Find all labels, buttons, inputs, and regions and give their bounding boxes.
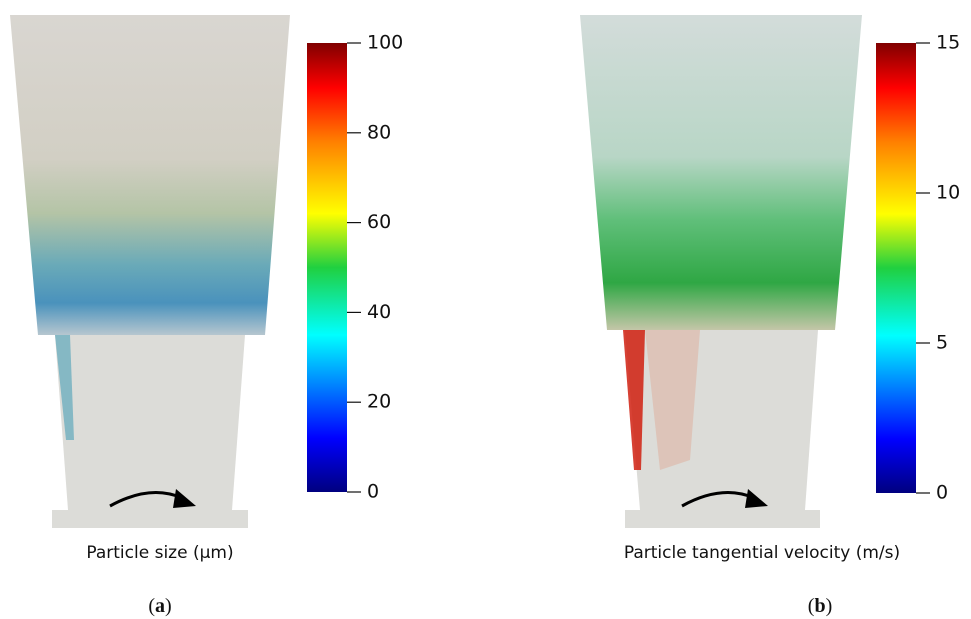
panel-label-part: ) xyxy=(826,595,833,617)
panel-label-part: b xyxy=(814,595,825,617)
colorbar-tick-label: 20 xyxy=(367,391,391,413)
panel-b-geometry xyxy=(580,15,862,528)
caption: Particle size (μm) xyxy=(86,543,233,563)
caption: Particle tangential velocity (m/s) xyxy=(624,543,900,563)
colorbar-tick-label: 10 xyxy=(936,182,960,204)
colorbar xyxy=(876,43,916,493)
colorbar-tick-label: 15 xyxy=(936,32,960,54)
panel-label-part: ( xyxy=(808,595,815,617)
colorbar-tick-label: 60 xyxy=(367,211,391,233)
panel-label-part: ) xyxy=(165,595,172,617)
panel-label-part: a xyxy=(155,595,165,617)
panel-label: (a) xyxy=(148,595,171,617)
colorbar-tick-label: 5 xyxy=(936,332,948,354)
colorbar-tick-label: 100 xyxy=(367,32,403,54)
colorbar-tick-label: 0 xyxy=(367,481,379,503)
colorbar-tick-label: 80 xyxy=(367,121,391,143)
panel-label: (b) xyxy=(808,595,832,617)
panel-a-geometry xyxy=(10,15,290,528)
colorbar xyxy=(307,43,347,492)
colorbar-tick-label: 0 xyxy=(936,482,948,504)
panel-label-part: ( xyxy=(148,595,155,617)
colorbar-tick-label: 40 xyxy=(367,301,391,323)
